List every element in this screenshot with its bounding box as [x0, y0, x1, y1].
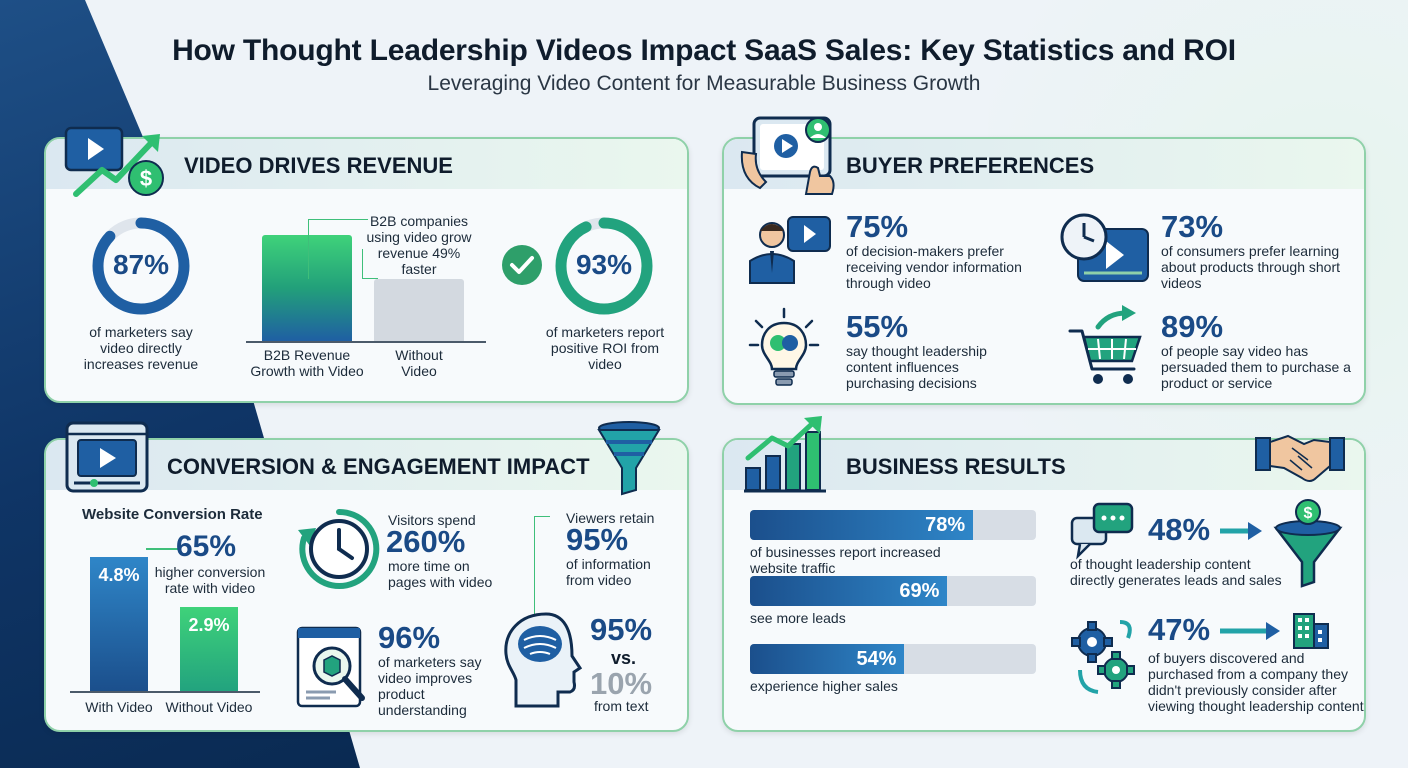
results-bar-text-0: of businesses report increased website t…: [750, 544, 941, 576]
revenue-bar-without-video: [374, 279, 464, 341]
conversion-panel-header: [46, 440, 687, 490]
video-revenue-icon: $: [62, 122, 172, 202]
building-icon: [1290, 610, 1330, 650]
conversion-bar-value-1: 2.9%: [188, 614, 230, 635]
buyer-89-text: of people say video has persuaded them t…: [1161, 343, 1351, 391]
results-bar-value-2: 54%: [856, 648, 897, 670]
stat-93-value: 93%: [575, 249, 633, 280]
conversion-bar-1: [180, 606, 238, 691]
results-bar-text-1: see more leads: [750, 610, 846, 626]
bar-label-with-video: B2B Revenue Growth with Video: [250, 347, 364, 379]
retain-text: of information from video: [566, 556, 651, 588]
conversion-65-value: 65%: [176, 530, 237, 563]
revenue-annotation: B2B companies using video grow revenue 4…: [366, 213, 472, 277]
chat-bubbles-icon: [1070, 502, 1136, 560]
arrow-right-2-icon: [1218, 620, 1284, 642]
results-bar-value-0: 78%: [925, 514, 966, 536]
conversion-heading: CONVERSION & ENGAGEMENT IMPACT: [167, 454, 590, 479]
annotation-connector: [308, 219, 368, 279]
retain-prefix: Viewers retain: [566, 510, 655, 526]
compare-text: from text: [594, 698, 649, 714]
presenter-video-icon: [744, 213, 836, 285]
compare-vs: vs.: [611, 648, 637, 668]
buyers-47-value: 47%: [1148, 612, 1211, 647]
growth-chart-icon: [742, 414, 828, 494]
conversion-panel: CONVERSION & ENGAGEMENT IMPACT Website C…: [44, 438, 689, 732]
conversion-bar-0: [90, 557, 148, 691]
results-bar-value-1: 69%: [899, 580, 940, 602]
buyer-heading: BUYER PREFERENCES: [846, 153, 1095, 178]
funnel-icon: [596, 420, 662, 498]
stopwatch-icon: [296, 506, 382, 592]
funnel-money-icon: $: [1272, 498, 1344, 590]
stat-87-text: of marketers say video directly increase…: [83, 324, 199, 372]
conversion-chart-title: Website Conversion Rate: [82, 506, 263, 523]
buyer-panel: BUYER PREFERENCES 75% of decision-makers…: [722, 137, 1366, 405]
results-bar-track-0: 78%: [750, 510, 1036, 540]
understand-96-value: 96%: [378, 620, 441, 655]
time-prefix: Visitors spend: [388, 512, 476, 528]
tablet-touch-icon: [740, 112, 840, 198]
leads-text: of thought leadership content directly g…: [1070, 556, 1282, 588]
results-bar-track-1: 69%: [750, 576, 1036, 606]
time-260-value: 260%: [386, 524, 466, 559]
annotation-connector-right: [362, 249, 378, 279]
buyer-89-value: 89%: [1161, 309, 1224, 344]
results-bar-fill-2: [750, 644, 905, 674]
stat-93-text: of marketers report positive ROI from vi…: [545, 324, 665, 372]
video-player-icon: [64, 420, 150, 494]
conversion-bar-value-0: 4.8%: [98, 565, 140, 586]
buyers-text: of buyers discovered and purchased from …: [1148, 650, 1364, 714]
callout-connector: [146, 548, 180, 550]
clock-video-icon: [1058, 211, 1154, 285]
results-bar-fill-0: [750, 510, 974, 540]
handshake-icon: [1254, 424, 1346, 486]
shopping-cart-icon: [1068, 305, 1148, 389]
understand-text: of marketers say video improves product …: [378, 654, 482, 718]
leads-48-value: 48%: [1148, 512, 1211, 547]
results-bar-text-2: experience higher sales: [750, 678, 898, 694]
retain-connector: [534, 516, 550, 616]
conversion-bar-category-1: Without Video: [165, 699, 253, 715]
brain-bulb-icon: [748, 307, 820, 391]
product-magnifier-icon: [296, 626, 376, 710]
stat-87-value: 87%: [112, 249, 170, 280]
ring-93-icon: [553, 215, 655, 317]
conversion-bar-category-0: With Video: [85, 699, 153, 715]
bar-label-without-video: Without Video: [395, 347, 443, 379]
head-brain-icon: [500, 610, 582, 710]
results-bar-track-2: 54%: [750, 644, 1036, 674]
retain-95-value: 95%: [566, 522, 629, 557]
compare-10-value: 10%: [590, 666, 653, 701]
buyer-75-value: 75%: [846, 209, 909, 244]
results-panel: BUSINESS RESULTS 78% of businesses report…: [722, 438, 1366, 732]
chart-baseline: [246, 341, 486, 343]
buyer-75-text: of decision-makers prefer receiving vend…: [846, 243, 1022, 291]
conversion-65-text: higher conversion rate with video: [154, 564, 266, 596]
page-subtitle: Leveraging Video Content for Measurable …: [427, 72, 981, 95]
buyer-55-text: say thought leadership content influence…: [846, 343, 987, 391]
check-icon: [500, 243, 544, 287]
ring-87-icon: [90, 215, 192, 317]
time-text: more time on pages with video: [388, 558, 493, 590]
buyer-73-text: of consumers prefer learning about produ…: [1161, 243, 1341, 291]
conversion-chart-baseline: [70, 691, 260, 693]
results-bar-fill-1: [750, 576, 948, 606]
svg-text:$: $: [1304, 505, 1313, 522]
svg-text:$: $: [140, 166, 152, 191]
arrow-right-icon: [1218, 520, 1264, 542]
compare-95-value: 95%: [590, 612, 653, 647]
revenue-bar-with-video: [262, 235, 352, 341]
gears-icon: [1068, 618, 1140, 698]
buyer-55-value: 55%: [846, 309, 909, 344]
page-title: How Thought Leadership Videos Impact Saa…: [172, 34, 1236, 67]
revenue-heading: VIDEO DRIVES REVENUE: [184, 153, 453, 178]
results-heading: BUSINESS RESULTS: [846, 454, 1066, 479]
buyer-73-value: 73%: [1161, 209, 1224, 244]
